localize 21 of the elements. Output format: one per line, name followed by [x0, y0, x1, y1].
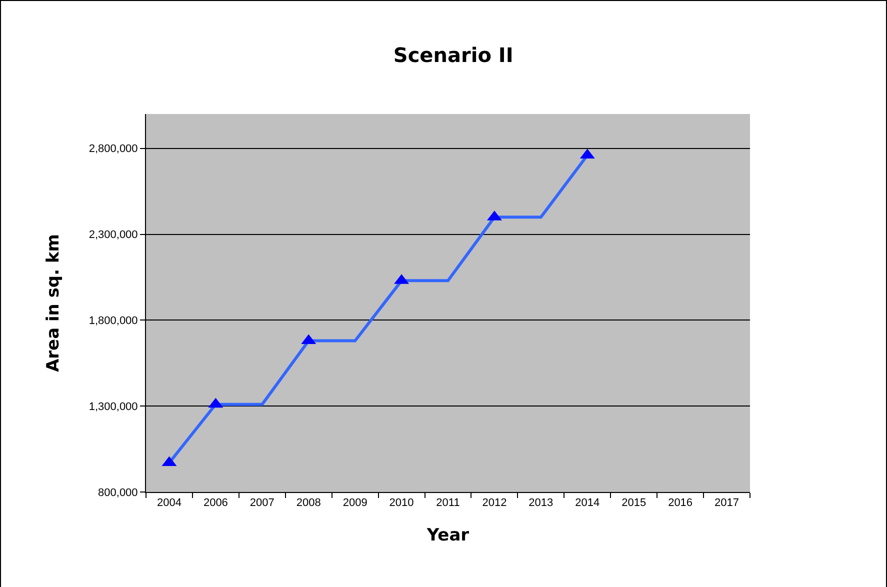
- y-tick-label: 2,300,000: [88, 229, 138, 242]
- x-axis-title: Year: [426, 526, 470, 546]
- x-tick-label: 2004: [156, 497, 182, 510]
- x-tick-label: 2010: [389, 497, 414, 510]
- y-tick-label: 1,800,000: [88, 315, 138, 328]
- x-tick-label: 2006: [203, 497, 228, 510]
- y-tick-label: 2,800,000: [88, 143, 138, 156]
- x-tick-label: 2008: [296, 497, 321, 510]
- x-tick-label: 2015: [622, 497, 646, 510]
- x-tick-label: 2014: [575, 497, 600, 510]
- x-tick-label: 2013: [528, 497, 554, 510]
- x-tick-label: 2016: [668, 497, 693, 510]
- x-tick-label: 2009: [342, 497, 368, 510]
- chart-title: Scenario II: [393, 42, 514, 67]
- y-tick-label: 1,300,000: [88, 400, 138, 413]
- x-tick-label: 2012: [482, 497, 507, 510]
- y-axis-title: Area in sq. km: [43, 234, 64, 372]
- x-tick-label: 2007: [250, 497, 274, 510]
- x-tick-label: 2011: [436, 497, 460, 510]
- x-tick-label: 2017: [714, 497, 740, 510]
- y-tick-label: 800,000: [98, 486, 138, 499]
